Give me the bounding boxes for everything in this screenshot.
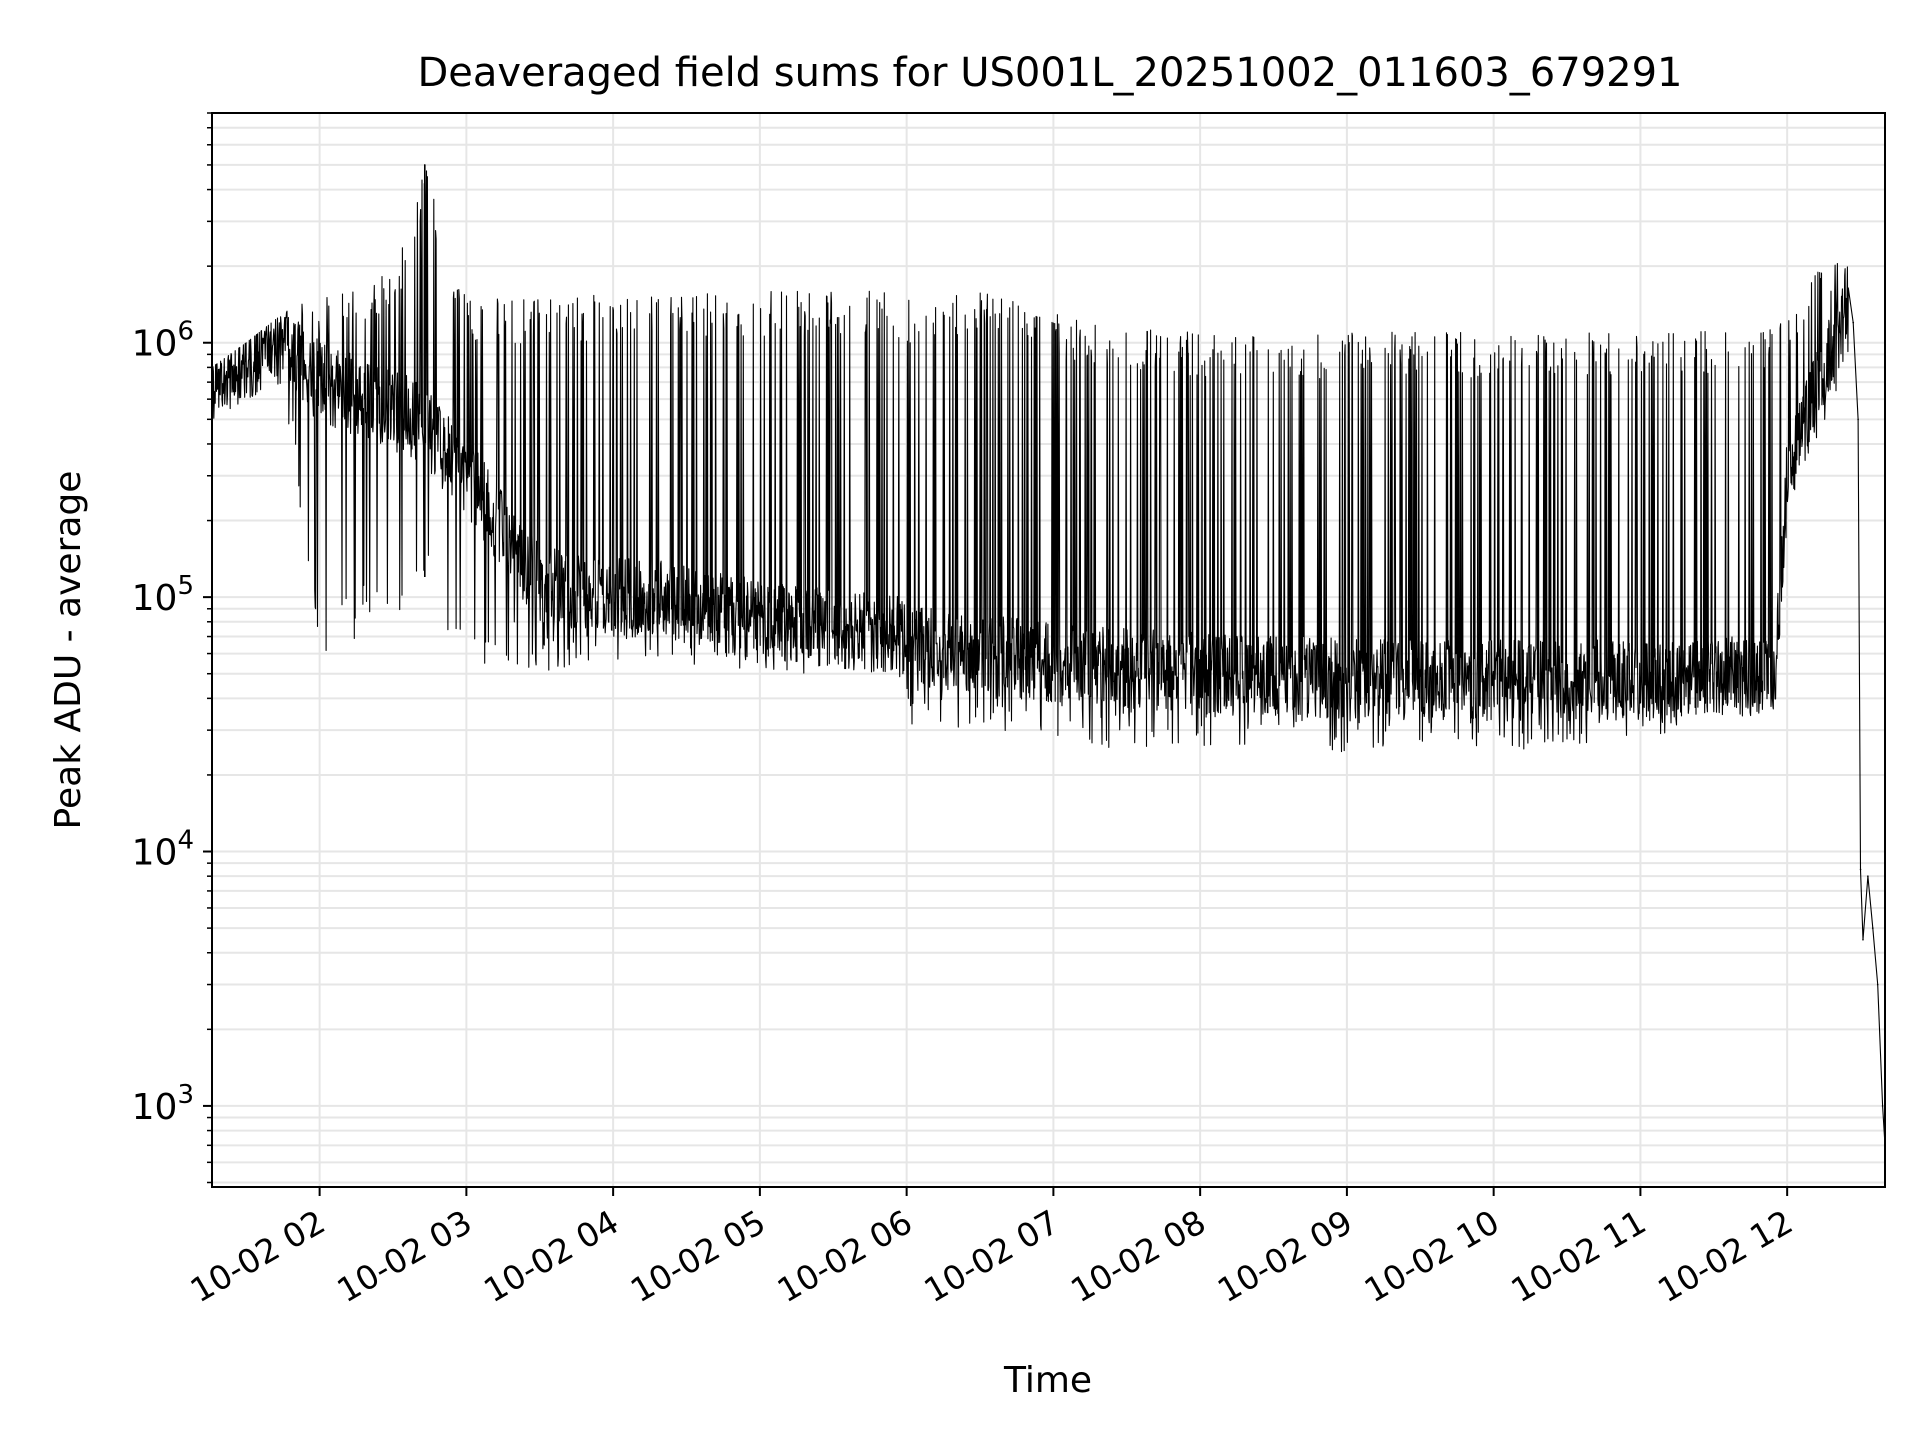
series-point (1867, 875, 1869, 877)
plot-frame (211, 112, 1886, 1188)
y-tick-label: 106 (132, 317, 194, 365)
chart-title: Deaveraged field sums for US001L_2025100… (418, 50, 1683, 96)
series-point (1862, 938, 1864, 941)
series-point (1857, 418, 1859, 421)
series-point (1859, 868, 1862, 871)
y-tick-label: 104 (132, 826, 194, 874)
series-line (211, 170, 1886, 1146)
y-tick-label: 105 (132, 571, 194, 619)
series-point (1881, 1105, 1884, 1107)
y-tick-label: 103 (132, 1080, 194, 1128)
x-axis-label: Time (1003, 1360, 1092, 1401)
series-point (1876, 983, 1879, 986)
series-point (1871, 927, 1874, 929)
series-point (1852, 321, 1855, 324)
y-axis-label: Peak ADU - average (48, 471, 89, 830)
